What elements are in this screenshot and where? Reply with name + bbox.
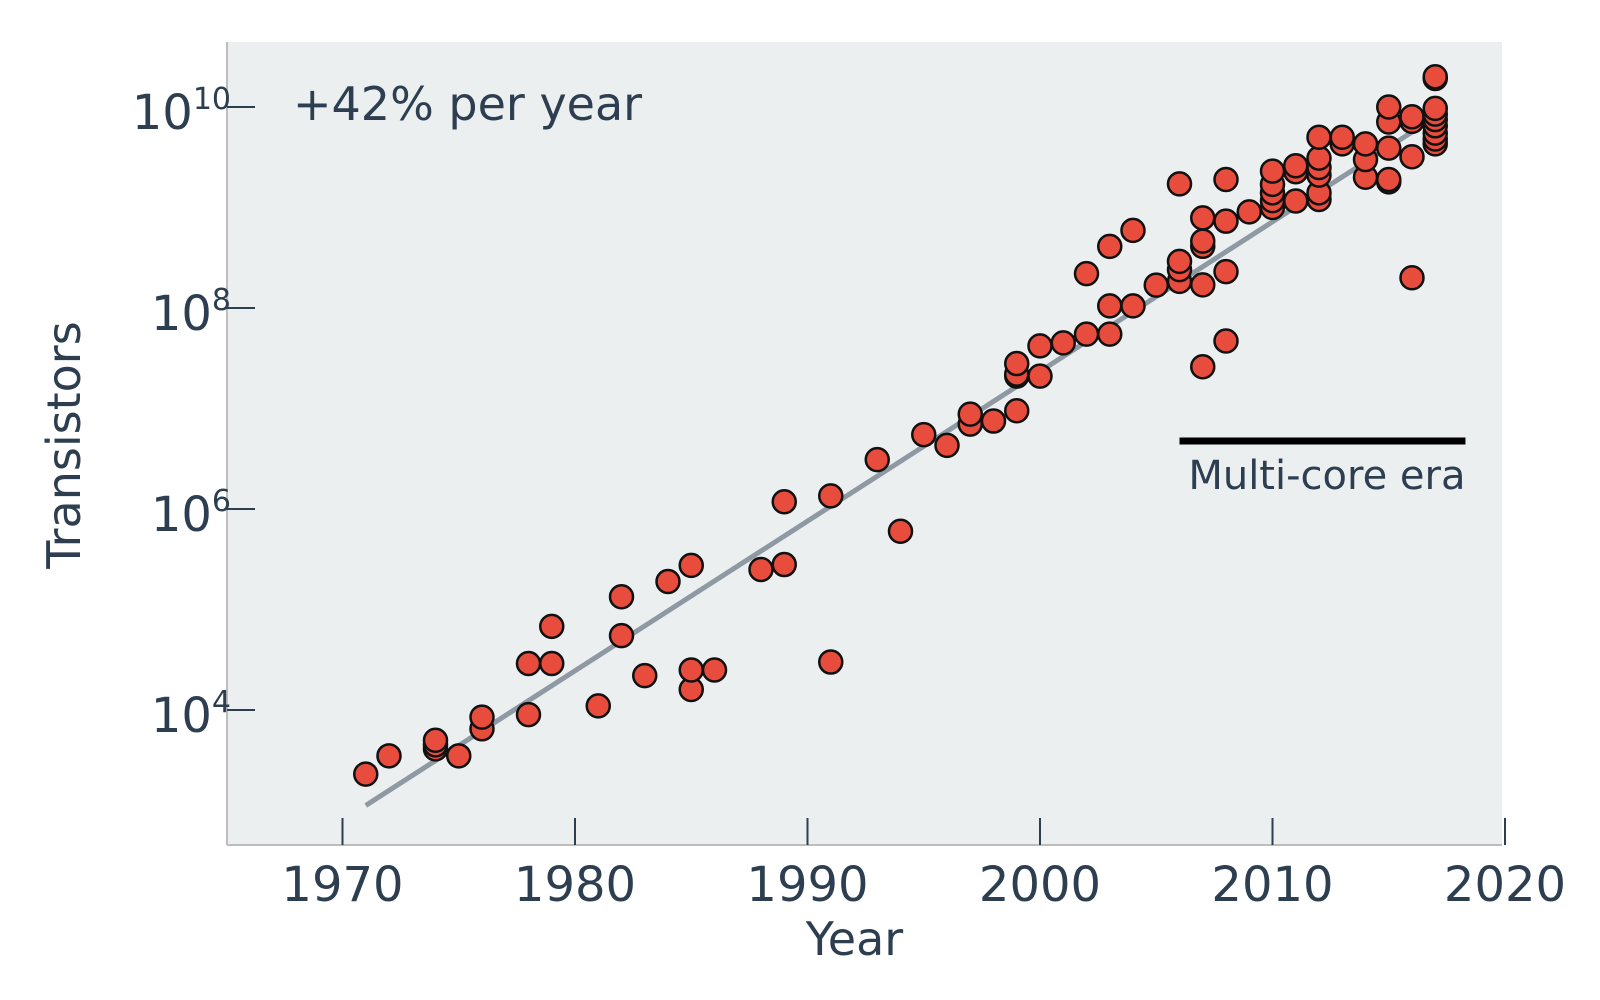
data-point <box>911 421 937 448</box>
data-point <box>1213 208 1239 234</box>
data-point <box>1190 354 1216 380</box>
data-point <box>655 568 681 595</box>
data-point <box>1259 158 1286 184</box>
data-point <box>1190 272 1216 298</box>
data-point <box>608 622 635 649</box>
data-point <box>1027 333 1053 359</box>
data-point <box>1004 397 1030 424</box>
data-point <box>1422 63 1448 90</box>
data-point <box>1376 166 1402 193</box>
data-point <box>934 432 960 459</box>
data-point <box>1166 248 1193 275</box>
y-tick-base: 10 <box>132 85 193 141</box>
data-point <box>980 408 1007 434</box>
data-points <box>353 63 1448 787</box>
data-point <box>701 657 728 683</box>
data-point <box>376 743 402 769</box>
data-point <box>1306 124 1332 151</box>
data-point <box>1213 166 1239 193</box>
trend-line <box>364 114 1437 808</box>
data-point <box>422 727 449 754</box>
data-point <box>1306 145 1332 171</box>
data-point <box>1376 94 1402 120</box>
data-point <box>469 704 495 730</box>
data-point <box>1120 293 1146 319</box>
data-point <box>1376 135 1402 161</box>
data-point <box>1097 321 1123 347</box>
data-point <box>1073 260 1100 287</box>
data-point <box>515 701 542 728</box>
data-point <box>818 483 844 509</box>
data-point <box>632 662 658 689</box>
y-tick-exponent: 4 <box>212 685 231 720</box>
x-tick-label: 1970 <box>281 857 403 913</box>
y-tick-exponent: 10 <box>193 82 231 117</box>
data-point <box>1097 293 1123 319</box>
data-point <box>539 650 565 677</box>
data-point <box>1399 103 1425 130</box>
x-tick-label: 1980 <box>514 857 636 913</box>
data-point <box>1352 131 1379 157</box>
data-point <box>1166 171 1193 197</box>
y-axis-title: Transistors <box>37 321 91 569</box>
data-point <box>446 743 472 769</box>
data-point <box>1329 124 1355 151</box>
y-tick-base: 10 <box>151 286 212 342</box>
x-tick-label: 2020 <box>1444 857 1566 913</box>
data-point <box>608 583 635 610</box>
data-point <box>539 613 565 640</box>
data-point <box>771 551 797 578</box>
y-tick-exponent: 6 <box>212 484 231 519</box>
y-tick-label: 108 <box>151 283 231 342</box>
data-point <box>515 650 542 677</box>
data-point <box>1190 228 1216 254</box>
data-point <box>864 446 890 473</box>
data-point <box>678 657 704 683</box>
data-point <box>887 518 914 545</box>
data-point <box>678 552 704 579</box>
data-point <box>1422 95 1448 122</box>
y-tick-label: 106 <box>151 484 231 543</box>
data-point <box>1213 258 1239 285</box>
data-point <box>1120 217 1146 244</box>
data-point <box>748 556 774 583</box>
y-tick-base: 10 <box>151 487 212 543</box>
y-tick-exponent: 8 <box>212 283 231 318</box>
data-point <box>353 761 379 787</box>
data-point <box>1283 188 1309 214</box>
data-point <box>1050 330 1076 356</box>
data-point <box>1190 205 1216 231</box>
y-tick-label: 1010 <box>132 82 231 141</box>
data-point <box>1213 328 1239 354</box>
data-point <box>1143 272 1169 298</box>
x-tick-label: 2010 <box>1211 857 1333 913</box>
data-point <box>1004 350 1030 377</box>
data-point <box>1236 199 1262 225</box>
data-point <box>585 693 611 719</box>
data-point <box>1097 233 1123 260</box>
x-axis-title: Year <box>805 912 903 966</box>
growth-rate-annotation: +42% per year <box>293 77 642 131</box>
data-point <box>1073 321 1100 347</box>
y-tick-label: 104 <box>151 685 231 744</box>
data-point <box>957 401 983 427</box>
data-point <box>1399 264 1425 291</box>
data-point <box>771 489 797 515</box>
y-tick-base: 10 <box>151 688 212 744</box>
data-point <box>1027 363 1053 389</box>
data-point <box>818 649 844 675</box>
x-tick-label: 2000 <box>979 857 1101 913</box>
multi-core-era-label: Multi-core era <box>1188 453 1465 499</box>
data-point <box>1399 143 1425 170</box>
x-tick-label: 1990 <box>746 857 868 913</box>
data-point <box>1283 153 1309 179</box>
